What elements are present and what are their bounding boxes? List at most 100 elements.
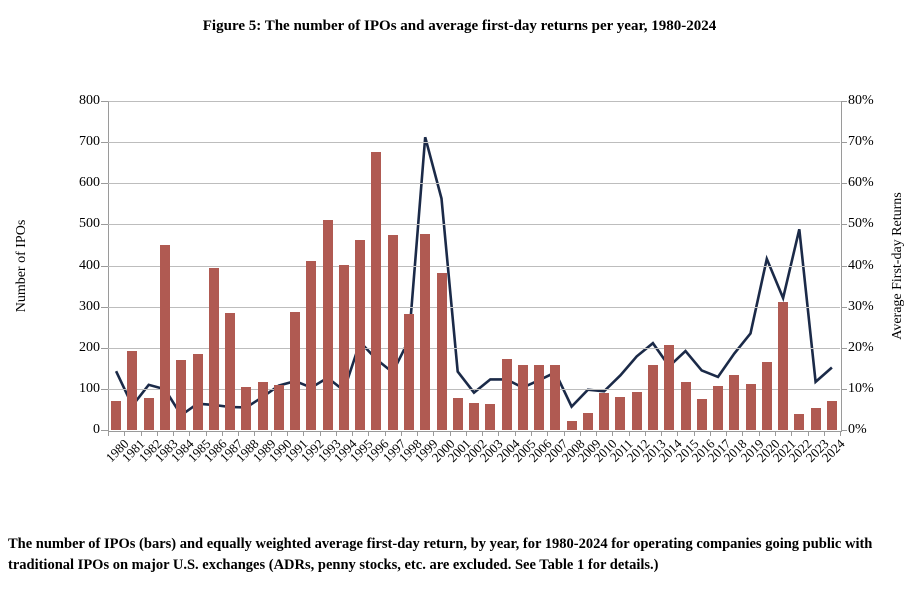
- left-tick-mark-600: [101, 183, 108, 185]
- x-tick-mark-38: [726, 431, 728, 436]
- left-tick-mark-800: [101, 101, 108, 102]
- x-tick-mark-39: [742, 431, 744, 436]
- x-tick-mark-24: [498, 431, 500, 436]
- right-tick-label-40pct: 40%: [848, 257, 874, 273]
- right-tick-mark-50pct: [841, 224, 847, 226]
- left-tick-label-100: 100: [79, 380, 100, 396]
- x-tick-mark-26: [530, 431, 532, 436]
- bar-2023: [810, 407, 821, 430]
- bar-1993: [322, 220, 333, 430]
- right-tick-label-20pct: 20%: [848, 339, 874, 355]
- x-tick-mark-45: [840, 431, 841, 436]
- bar-2009: [582, 413, 593, 430]
- bar-1992: [306, 260, 317, 430]
- plot-area: [108, 101, 842, 432]
- left-tick-label-700: 700: [79, 134, 100, 150]
- x-tick-mark-16: [368, 431, 370, 436]
- x-tick-mark-22: [465, 431, 467, 436]
- right-tick-label-70pct: 70%: [848, 134, 874, 150]
- x-tick-mark-23: [482, 431, 484, 436]
- left-tick-mark-500: [101, 224, 108, 226]
- x-tick-mark-17: [384, 431, 386, 436]
- left-tick-label-300: 300: [79, 298, 100, 314]
- left-tick-label-0: 0: [93, 422, 100, 437]
- x-tick-mark-7: [221, 431, 223, 436]
- right-tick-mark-0pct: [841, 430, 847, 431]
- bar-2004: [501, 358, 512, 430]
- x-tick-mark-10: [270, 431, 272, 436]
- bar-2014: [664, 345, 675, 430]
- right-tick-label-80pct: 80%: [848, 93, 874, 108]
- x-tick-mark-30: [596, 431, 597, 436]
- x-tick-mark-1: [124, 431, 126, 436]
- bar-2018: [729, 374, 740, 430]
- left-tick-mark-0: [101, 430, 108, 431]
- bar-1980: [111, 400, 122, 430]
- x-tick-mark-5: [189, 431, 191, 436]
- right-tick-mark-30pct: [841, 306, 847, 308]
- bar-2006: [534, 365, 545, 430]
- left-tick-label-200: 200: [79, 339, 100, 355]
- left-tick-mark-400: [101, 265, 108, 267]
- bar-1983: [159, 244, 170, 430]
- x-tick-mark-29: [579, 431, 581, 436]
- gridline-300: [108, 306, 840, 308]
- bar-2012: [631, 391, 642, 430]
- bar-1984: [176, 359, 187, 430]
- x-tick-mark-2: [140, 431, 142, 436]
- x-tick-mark-37: [709, 431, 711, 436]
- left-tick-mark-300: [101, 306, 108, 308]
- bar-2016: [696, 399, 707, 430]
- gridline-500: [108, 224, 840, 226]
- x-tick-mark-43: [807, 431, 809, 436]
- bar-2013: [647, 365, 658, 430]
- x-tick-mark-13: [319, 431, 321, 436]
- bar-1990: [273, 384, 284, 430]
- figure-title: Figure 5: The number of IPOs and average…: [202, 18, 717, 34]
- left-tick-label-800: 800: [79, 93, 100, 108]
- bar-2000: [436, 273, 447, 430]
- bar-2022: [794, 414, 805, 430]
- left-tick-label-400: 400: [79, 257, 100, 273]
- x-tick-mark-41: [774, 431, 776, 436]
- right-tick-mark-60pct: [841, 183, 847, 185]
- x-tick-mark-8: [238, 431, 240, 436]
- bar-2005: [517, 364, 528, 430]
- x-tick-mark-14: [335, 431, 337, 436]
- right-tick-label-30pct: 30%: [848, 298, 874, 314]
- bar-2003: [485, 404, 496, 430]
- bar-1996: [371, 151, 382, 430]
- bar-2024: [826, 400, 837, 430]
- bar-2011: [615, 396, 626, 430]
- bar-2020: [761, 362, 772, 430]
- bar-2007: [550, 364, 561, 430]
- bar-1985: [192, 353, 203, 430]
- x-tick-mark-32: [628, 431, 630, 436]
- bar-1994: [338, 264, 349, 430]
- x-tick-mark-27: [547, 431, 549, 436]
- gridline-200: [108, 347, 840, 349]
- bar-1998: [403, 314, 414, 430]
- gridline-700: [108, 142, 840, 144]
- x-tick-mark-3: [156, 431, 158, 436]
- x-tick-mark-34: [661, 431, 663, 436]
- x-tick-mark-21: [449, 431, 451, 436]
- left-tick-label-500: 500: [79, 216, 100, 232]
- x-tick-mark-9: [254, 431, 256, 436]
- right-tick-mark-40pct: [841, 265, 847, 267]
- x-tick-mark-6: [205, 431, 207, 436]
- left-tick-mark-200: [101, 347, 108, 349]
- right-tick-label-0pct: 0%: [848, 422, 867, 437]
- x-tick-mark-11: [286, 431, 288, 436]
- bar-1991: [290, 312, 301, 430]
- bar-2001: [452, 397, 463, 430]
- x-tick-mark-25: [514, 431, 516, 436]
- bar-2002: [469, 402, 479, 430]
- x-tick-mark-20: [433, 431, 435, 436]
- x-tick-mark-31: [612, 431, 614, 436]
- bar-1997: [387, 235, 398, 430]
- x-tick-mark-28: [563, 431, 565, 436]
- left-tick-mark-100: [101, 388, 108, 390]
- bar-2008: [566, 421, 577, 430]
- right-tick-label-10pct: 10%: [848, 380, 874, 396]
